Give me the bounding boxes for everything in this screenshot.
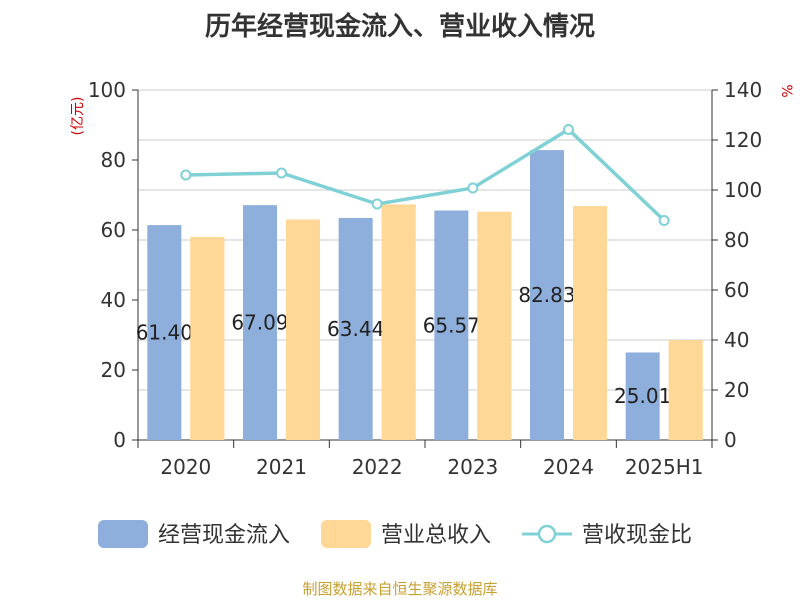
bar-cash-inflow [434, 210, 469, 440]
legend-label: 营收现金比 [582, 523, 692, 548]
legend-label: 营业总收入 [381, 523, 491, 548]
x-tick-label: 2020 [160, 455, 211, 479]
bar-revenue-overlay [286, 219, 320, 440]
bar-cash-inflow [147, 225, 182, 440]
bar-revenue-overlay [668, 340, 703, 440]
right-tick-label: 0 [724, 428, 737, 452]
bar-data-label: 67.09 [231, 311, 288, 335]
bar-cash-inflow [338, 217, 373, 440]
bar-revenue-overlay [190, 237, 225, 440]
left-tick-label: 20 [101, 358, 126, 382]
right-tick-label: 40 [724, 328, 749, 352]
x-tick-label: 2021 [256, 455, 307, 479]
source-note: 制图数据来自恒生聚源数据库 [302, 580, 498, 598]
x-tick-label: 2024 [543, 455, 594, 479]
left-tick-label: 80 [101, 148, 126, 172]
right-axis-unit: % [778, 84, 794, 97]
left-tick-label: 0 [113, 428, 126, 452]
x-tick-label: 2023 [447, 455, 498, 479]
x-tick-label: 2025H1 [625, 455, 704, 479]
legend-swatch-marker [537, 524, 557, 544]
line-point [658, 215, 670, 226]
line-point [276, 167, 287, 179]
bar-data-label: 65.57 [423, 313, 480, 337]
bar-revenue-overlay [477, 211, 512, 440]
bar-revenue-overlay [573, 206, 607, 440]
line-point [563, 124, 574, 135]
bar-data-label: 25.01 [614, 384, 671, 408]
left-tick-label: 40 [101, 288, 126, 312]
legend-swatch-revenue [321, 520, 371, 548]
right-tick-label: 100 [724, 178, 762, 202]
legend-label: 经营现金流入 [158, 523, 290, 548]
bar-revenue-overlay [381, 204, 416, 440]
line-point [467, 182, 479, 194]
right-tick-label: 140 [724, 78, 762, 102]
bar-cash-inflow [625, 352, 660, 440]
left-tick-label: 60 [101, 218, 126, 242]
left-tick-label: 100 [88, 78, 126, 102]
line-point [180, 169, 192, 181]
right-tick-label: 60 [724, 278, 749, 302]
chart-title: 历年经营现金流入、营业收入情况 [204, 12, 595, 42]
right-tick-label: 120 [724, 128, 762, 152]
right-tick-label: 80 [724, 228, 749, 252]
legend-swatch-cash-inflow [98, 520, 148, 548]
right-tick-label: 20 [724, 378, 749, 402]
left-axis-unit: (亿元) [70, 97, 86, 136]
line-point [371, 198, 383, 210]
bar-cash-inflow [243, 205, 277, 440]
bar-cash-inflow [530, 150, 564, 440]
line-cash-ratio [185, 127, 666, 222]
bar-data-label: 63.44 [327, 317, 384, 341]
bar-data-label: 82.83 [518, 283, 575, 307]
bar-data-label: 61.40 [136, 321, 193, 345]
x-tick-label: 2022 [352, 455, 403, 479]
